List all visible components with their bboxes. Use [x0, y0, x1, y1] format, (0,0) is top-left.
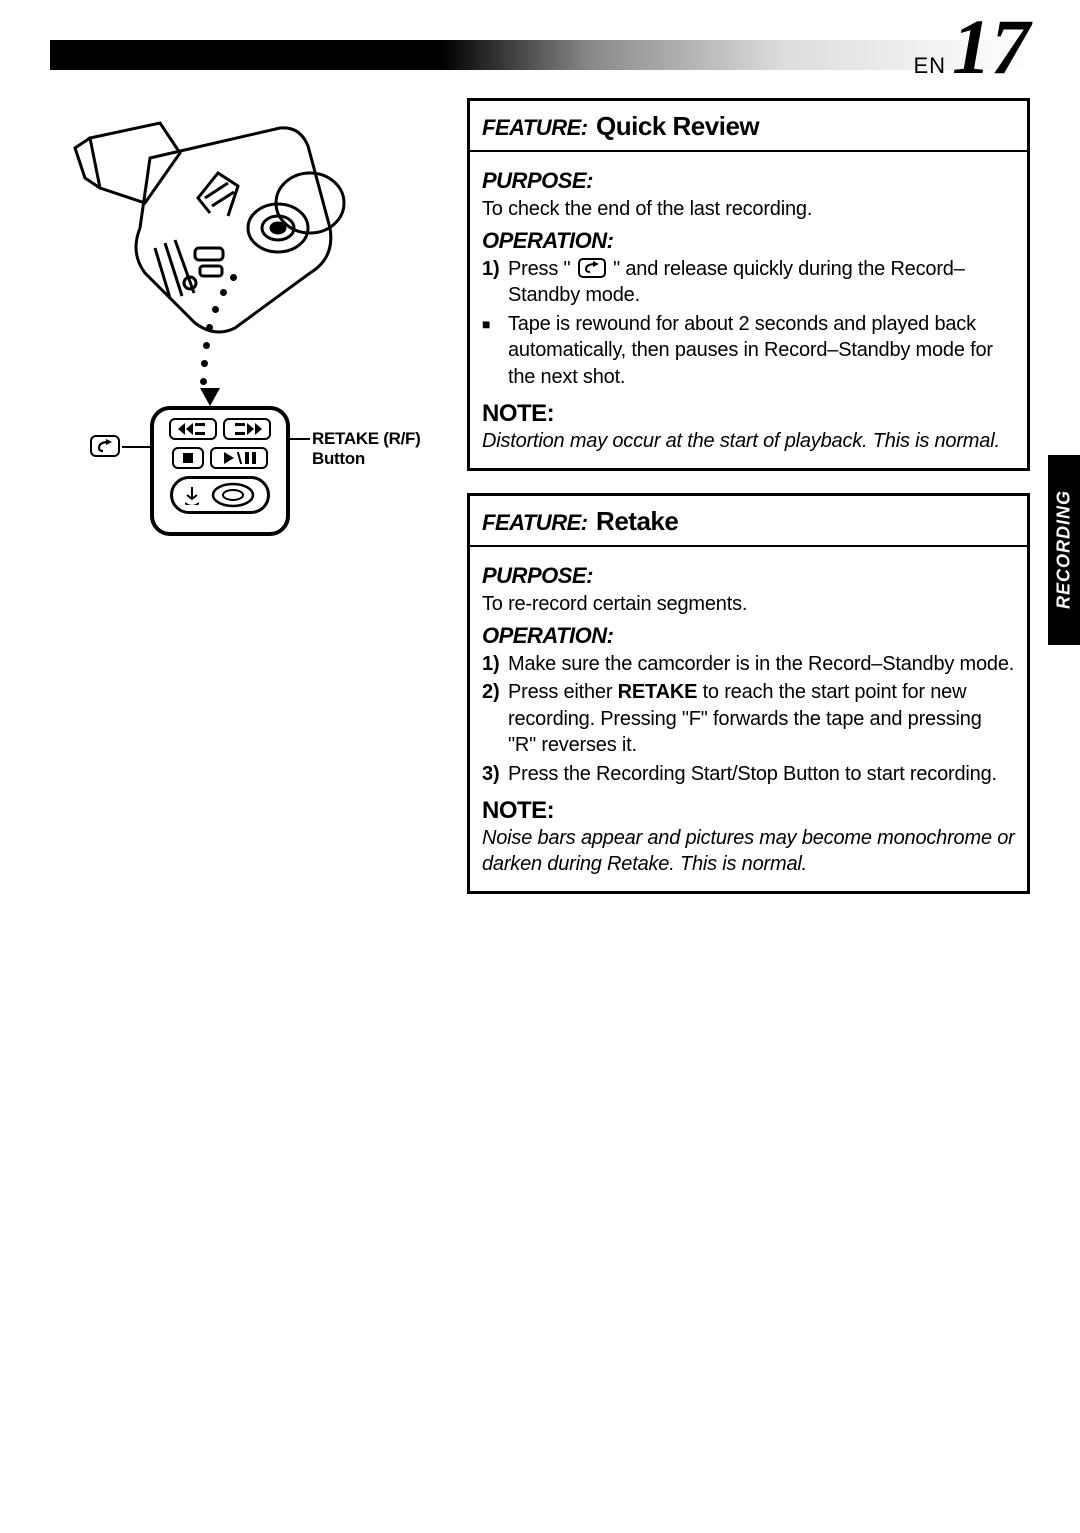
section-tab: RECORDING [1048, 455, 1080, 645]
retake-button-label: RETAKE (R/F) Button [312, 429, 445, 469]
bullet-list: Tape is rewound for about 2 seconds and … [482, 311, 1015, 390]
operation-heading: OPERATION: [482, 623, 1015, 649]
feature-word: FEATURE: [482, 510, 588, 535]
stop-button-icon [172, 447, 204, 469]
purpose-text: To check the end of the last recording. [482, 196, 1015, 222]
callout-line [122, 446, 150, 448]
feature-header: FEATURE: Retake [470, 496, 1027, 547]
purpose-text: To re-record certain segments. [482, 591, 1015, 617]
purpose-heading: PURPOSE: [482, 168, 1015, 194]
fastforward-button-icon [223, 418, 271, 440]
operation-list: Make sure the camcorder is in the Record… [482, 651, 1015, 787]
page-number: 17 [952, 8, 1030, 86]
feature-title: Retake [596, 506, 678, 536]
operation-heading: OPERATION: [482, 228, 1015, 254]
header-gradient-bar: EN 17 [50, 40, 1030, 70]
feature-quick-review: FEATURE: Quick Review PURPOSE: To check … [467, 98, 1030, 471]
control-panel-detail [150, 406, 290, 536]
operation-step: Press " " and release quickly during the… [482, 256, 1015, 309]
quick-review-inline-icon [578, 258, 606, 278]
left-column: RETAKE (R/F) Button [50, 98, 445, 916]
feature-retake: FEATURE: Retake PURPOSE: To re-record ce… [467, 493, 1030, 894]
callout-line-2 [290, 438, 310, 440]
feature-body: PURPOSE: To check the end of the last re… [470, 152, 1027, 468]
quick-review-symbol-icon [90, 435, 120, 457]
bullet-item: Tape is rewound for about 2 seconds and … [482, 311, 1015, 390]
note-text: Distortion may occur at the start of pla… [482, 428, 1015, 454]
lang-code: EN [913, 53, 946, 79]
operation-step: Press the Recording Start/Stop Button to… [482, 761, 1015, 787]
step-text-pre: Press either [508, 681, 618, 703]
camcorder-drawing [50, 98, 390, 378]
step-text-post: " and release quickly during the Record–… [508, 258, 965, 306]
rewind-button-icon [169, 418, 217, 440]
note-heading: NOTE: [482, 400, 1015, 428]
operation-list: Press " " and release quickly during the… [482, 256, 1015, 309]
content-columns: RETAKE (R/F) Button FEATURE: Quick Revie… [50, 98, 1030, 916]
feature-title: Quick Review [596, 111, 759, 141]
page-number-area: EN 17 [913, 8, 1030, 86]
note-text: Noise bars appear and pictures may becom… [482, 825, 1015, 877]
feature-header: FEATURE: Quick Review [470, 101, 1027, 152]
purpose-heading: PURPOSE: [482, 563, 1015, 589]
play-pause-button-icon [210, 447, 268, 469]
manual-page: EN 17 [0, 0, 1080, 1533]
operation-step: Press either RETAKE to reach the start p… [482, 679, 1015, 758]
feature-word: FEATURE: [482, 115, 588, 140]
feature-body: PURPOSE: To re-record certain segments. … [470, 547, 1027, 891]
right-column: FEATURE: Quick Review PURPOSE: To check … [467, 98, 1030, 916]
note-heading: NOTE: [482, 797, 1015, 825]
camcorder-illustration-area: RETAKE (R/F) Button [50, 98, 445, 538]
step-bold: RETAKE [618, 681, 698, 703]
jog-dial-icon [170, 476, 270, 514]
step-text-pre: Press " [508, 258, 576, 280]
operation-step: Make sure the camcorder is in the Record… [482, 651, 1015, 677]
section-tab-label: RECORDING [1054, 455, 1075, 645]
callout-arrow-icon [200, 388, 220, 406]
